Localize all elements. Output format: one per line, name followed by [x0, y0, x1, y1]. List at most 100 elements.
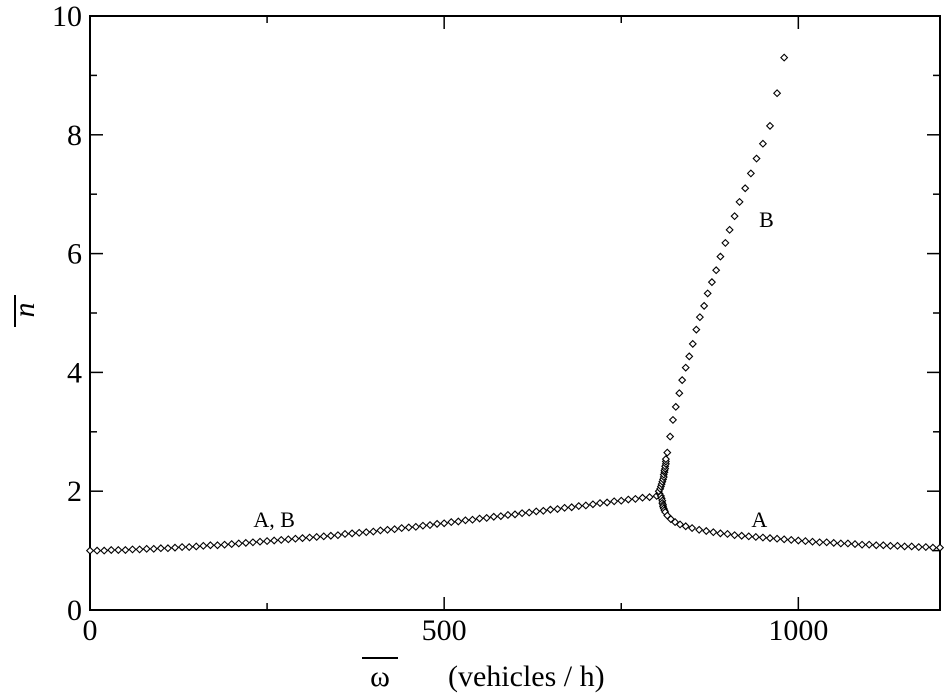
data-point: [758, 533, 767, 542]
data-point: [737, 531, 746, 540]
data-point: [858, 540, 867, 549]
data-point: [518, 509, 527, 518]
data-point: [312, 532, 321, 542]
data-point: [326, 531, 335, 540]
data-point: [671, 518, 680, 527]
data-point: [163, 544, 172, 553]
data-point: [142, 544, 151, 553]
data-point: [404, 523, 413, 532]
data-point: [376, 526, 385, 535]
data-point: [411, 522, 420, 531]
data-point: [702, 526, 711, 536]
data-point: [397, 523, 406, 533]
data-point: [773, 89, 782, 98]
data-point: [735, 197, 744, 206]
data-point: [668, 415, 678, 424]
data-point: [156, 544, 165, 553]
annotations: A, B A B: [253, 207, 773, 532]
data-point: [688, 523, 697, 533]
data-point: [185, 542, 194, 552]
data-point: [149, 544, 158, 553]
data-point: [595, 499, 605, 508]
data-point: [700, 301, 709, 310]
y-tick-label: 2: [67, 475, 82, 508]
data-point: [794, 536, 803, 545]
data-point: [532, 507, 541, 516]
data-point: [829, 538, 838, 547]
data-point: [746, 169, 755, 178]
data-point: [695, 525, 704, 534]
data-point: [808, 537, 817, 546]
x-axis-label: ω (vehicles / h): [362, 657, 605, 693]
data-point: [752, 154, 761, 163]
data-point: [631, 494, 640, 503]
data-point: [744, 532, 753, 541]
data-point: [263, 537, 272, 546]
data-point: [836, 539, 845, 548]
data-point: [801, 537, 810, 546]
data-point: [291, 534, 300, 543]
data-point: [241, 538, 250, 547]
data-point: [610, 497, 619, 506]
data-point: [581, 501, 590, 510]
data-point: [638, 493, 647, 502]
data-point: [525, 508, 534, 517]
data-point: [93, 546, 102, 555]
data-point: [850, 539, 860, 549]
data-point: [751, 532, 760, 542]
data-point: [730, 531, 739, 540]
y-tick-label: 8: [67, 119, 82, 152]
data-point: [333, 531, 342, 540]
data-point: [461, 516, 470, 525]
data-point: [206, 541, 215, 550]
data-point: [340, 529, 350, 539]
x-tick-label: 1000: [768, 614, 828, 647]
x-tick-label: 0: [83, 614, 98, 647]
data-point: [663, 448, 672, 457]
data-point: [248, 538, 257, 547]
data-point: [234, 539, 243, 548]
data-point: [425, 520, 435, 530]
data-point: [170, 543, 180, 552]
data-point: [489, 512, 498, 521]
data-point: [723, 529, 732, 539]
data-point: [496, 512, 505, 521]
data-point: [277, 535, 286, 544]
data-point: [695, 313, 704, 322]
data-point: [588, 500, 597, 509]
data-point: [688, 339, 697, 348]
data-point: [553, 504, 562, 514]
data-point: [546, 505, 555, 514]
data-point: [468, 515, 477, 524]
data-point: [220, 540, 229, 549]
data-point: [418, 521, 427, 530]
data-point: [685, 352, 694, 361]
data-point: [192, 542, 201, 551]
data-point: [707, 278, 716, 287]
data-marks: [85, 53, 945, 555]
data-point: [879, 541, 888, 550]
data-point: [730, 212, 739, 221]
data-point: [85, 546, 95, 555]
data-point: [560, 503, 569, 512]
data-point: [574, 501, 583, 511]
data-point: [128, 545, 137, 554]
series-0: [85, 491, 661, 555]
data-point: [178, 542, 187, 552]
data-point: [780, 53, 789, 62]
data-point: [348, 529, 357, 538]
data-point: [716, 529, 725, 538]
data-point: [681, 363, 690, 372]
data-point: [319, 532, 328, 541]
data-point: [567, 503, 576, 512]
data-point: [907, 542, 916, 551]
data-point: [765, 534, 775, 543]
data-point: [709, 528, 718, 537]
data-point: [787, 535, 796, 544]
data-point: [603, 498, 612, 507]
data-point: [433, 519, 442, 528]
data-point: [447, 518, 456, 527]
data-point: [298, 534, 307, 543]
x-axis: 0 500 1000: [83, 16, 828, 647]
y-tick-label: 4: [67, 356, 82, 389]
